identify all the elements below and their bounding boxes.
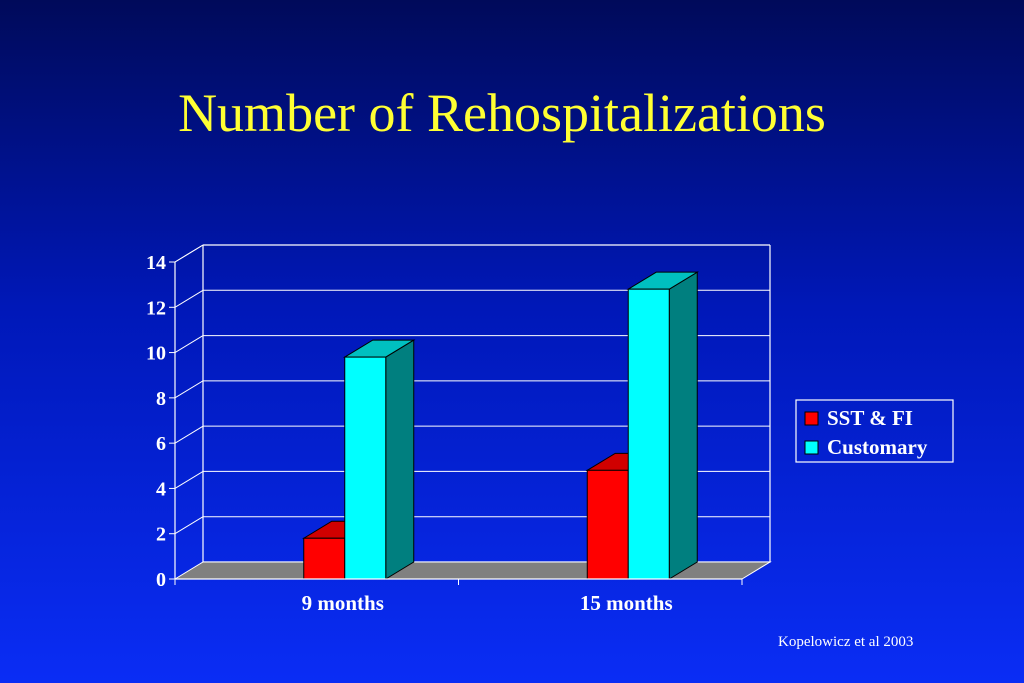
y-tick-label: 6	[156, 433, 166, 455]
side-gridline	[174, 380, 204, 399]
bars	[301, 271, 700, 580]
side-gridline	[174, 335, 204, 353]
y-tick-label: 14	[146, 252, 166, 274]
y-tick-label: 8	[156, 388, 166, 410]
side-gridline	[174, 244, 204, 263]
y-tick-label: 10	[146, 343, 166, 365]
legend-swatch	[804, 411, 819, 426]
axes: 0 2 4 6 8 10 12 14 9 months 15 months	[146, 252, 743, 615]
bar-side	[668, 271, 698, 580]
legend-label: Customary	[827, 435, 928, 459]
side-gridline	[174, 425, 204, 444]
citation: Kopelowicz et al 2003	[778, 634, 914, 650]
x-tick-label: 9 months	[302, 591, 384, 615]
bar	[344, 356, 387, 580]
side-gridline	[174, 289, 204, 308]
x-tick-label: 15 months	[580, 591, 673, 615]
bar-side	[385, 339, 415, 580]
y-tick-label: 2	[156, 524, 166, 546]
y-tick-label: 0	[156, 569, 166, 591]
legend-label: SST & FI	[827, 406, 913, 430]
bar	[627, 288, 670, 580]
side-gridline	[174, 516, 204, 535]
y-tick-label: 4	[156, 478, 166, 500]
legend-box	[795, 399, 954, 463]
legend-swatch	[804, 440, 819, 455]
legend: SST & FI Customary	[795, 399, 954, 463]
side-gridline	[174, 471, 204, 489]
slide-title: Number of Rehospitalizations	[178, 83, 826, 143]
bar	[303, 537, 346, 580]
y-tick-label: 12	[146, 297, 166, 319]
bar	[586, 469, 629, 580]
